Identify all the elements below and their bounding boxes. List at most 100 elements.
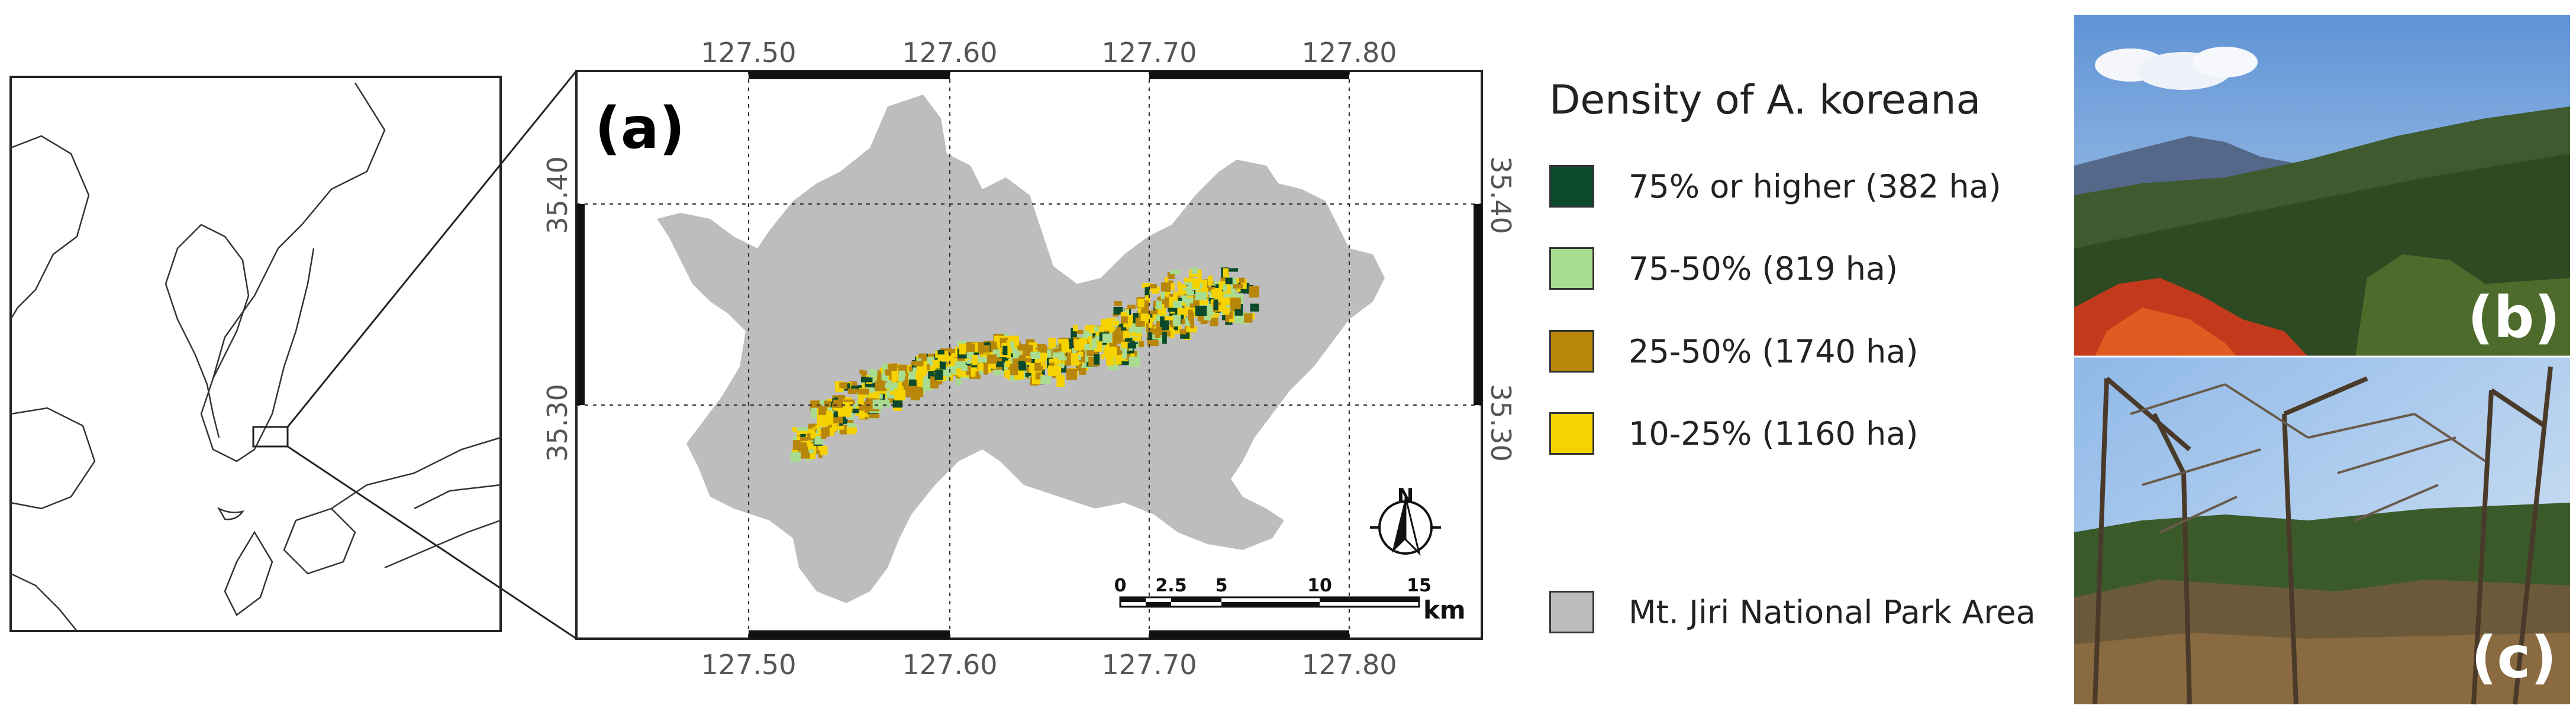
patch-low [1112, 321, 1120, 326]
patch-medium-high [797, 427, 808, 431]
patch-medium-high [1095, 335, 1101, 341]
patch-low [1073, 325, 1078, 332]
patch-medium-low [821, 427, 827, 439]
patch-medium-low [833, 399, 843, 408]
bottom-tick-label: 127.80 [1302, 649, 1397, 681]
patch-low [959, 344, 966, 355]
patch-medium-low [905, 389, 912, 397]
patch-medium-low [875, 381, 887, 391]
legend-swatch [1549, 165, 1594, 208]
overview-inset-map [9, 70, 578, 640]
patch-low [1236, 287, 1241, 293]
patch-medium-high [1010, 355, 1014, 365]
scale-bar: 0 2.5 5 10 15 km [1114, 575, 1466, 624]
patch-dense [833, 411, 838, 418]
north-arrow-icon: N [1370, 484, 1441, 556]
patch-medium-low [1065, 358, 1071, 366]
scale-tick: 10 [1307, 575, 1332, 596]
patch-medium-low [891, 363, 898, 368]
patch-medium-low [1239, 277, 1245, 283]
patch-low [1018, 347, 1023, 355]
patch-low [1140, 313, 1150, 321]
patch-low [933, 360, 940, 369]
legend-swatch [1549, 412, 1594, 455]
patch-low [1115, 355, 1122, 365]
patch-medium-low [1156, 321, 1162, 331]
patch-low [894, 389, 906, 401]
patch-medium-high [978, 357, 987, 363]
patch-dense [842, 419, 848, 424]
patch-medium-low [1121, 316, 1128, 323]
patch-low [835, 388, 843, 393]
patch-low [847, 402, 853, 411]
photo-b: (b) [2074, 15, 2570, 357]
photo-b-label: (b) [2468, 284, 2560, 351]
patch-low [1049, 358, 1054, 363]
patch-low [1084, 325, 1096, 331]
patch-medium-low [1058, 340, 1063, 352]
patch-medium-high [956, 373, 962, 386]
patch-low [1177, 281, 1181, 288]
patch-medium-high [961, 365, 968, 371]
patch-medium-high [849, 409, 854, 420]
bottom-tick-label: 127.70 [1102, 649, 1197, 681]
patch-medium-low [1210, 318, 1218, 326]
patch-medium-low [1249, 286, 1259, 298]
patch-low [873, 391, 880, 402]
patch-dense [1189, 290, 1201, 294]
patch-low [1106, 355, 1114, 366]
patch-low [1120, 312, 1128, 317]
patch-dense [833, 397, 839, 402]
patch-low [1149, 321, 1153, 328]
patch-dense [1018, 360, 1027, 371]
scale-unit: km [1423, 596, 1466, 624]
patch-low [1198, 270, 1202, 281]
patch-medium-high [969, 351, 974, 358]
patch-low [1078, 351, 1084, 357]
patch-dense [892, 399, 902, 408]
patch-medium-low [1037, 347, 1043, 354]
patch-low [1009, 344, 1019, 351]
bottom-tick-label: 127.60 [902, 649, 998, 681]
patch-dense [1031, 356, 1036, 364]
right-tick-labels: 35.40 35.30 [1485, 156, 1517, 462]
patch-medium-low [1082, 338, 1094, 346]
left-tick-labels: 35.40 35.30 [541, 156, 573, 462]
patch-medium-low [1139, 341, 1144, 347]
patch-dense [1113, 307, 1123, 315]
patch-low [1160, 304, 1165, 316]
patch-dense [852, 409, 862, 413]
patch-low [792, 449, 802, 454]
legend-item-25-50: 25-50% (1740 ha) [1549, 329, 1918, 374]
patch-low [1061, 342, 1069, 352]
patch-medium-high [820, 400, 825, 405]
patch-low [1047, 365, 1060, 376]
patch-medium-high [1173, 300, 1182, 308]
scale-tick: 5 [1216, 575, 1228, 596]
patch-dense [1213, 299, 1218, 310]
patch-medium-low [857, 389, 869, 395]
patch-medium-low [818, 406, 827, 415]
left-tick-label: 35.40 [541, 156, 573, 234]
patch-medium-high [1170, 270, 1181, 274]
patch-medium-low [839, 382, 847, 390]
coastline-outline [9, 82, 501, 632]
patch-medium-high [881, 400, 890, 407]
patch-dense [860, 377, 873, 383]
patch-medium-low [888, 398, 895, 403]
patch-low [1214, 288, 1223, 299]
patch-medium-high [1204, 310, 1211, 321]
left-tick-label: 35.30 [541, 384, 573, 462]
top-tick-label: 127.80 [1302, 37, 1397, 69]
patch-low [1192, 278, 1200, 289]
patch-low [817, 416, 827, 427]
patch-low [840, 397, 852, 402]
patch-low [1074, 346, 1080, 351]
study-area-box [252, 426, 289, 448]
patch-medium-high [1058, 356, 1069, 361]
patch-low [1071, 353, 1079, 360]
patch-medium-high [1184, 318, 1191, 326]
patch-medium-high [872, 399, 882, 410]
patch-dense [1025, 373, 1031, 377]
